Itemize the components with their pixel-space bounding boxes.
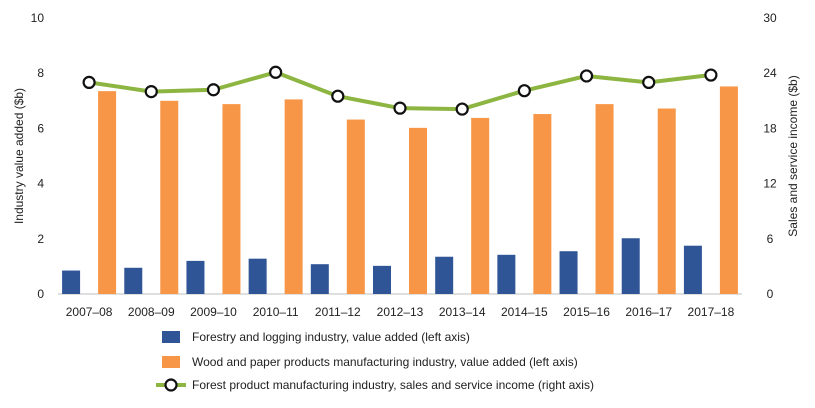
wood-paper-bar (533, 114, 552, 294)
forestry-bar (310, 264, 329, 294)
y-tick-label: 2 (37, 232, 44, 246)
wood-paper-bar (471, 117, 490, 294)
forestry-bar (186, 260, 205, 294)
forestry-bar (124, 267, 143, 294)
y2-tick-label: 24 (763, 66, 777, 80)
legend-swatch-forestry (162, 331, 180, 343)
forestry-bar (497, 254, 516, 294)
y-tick-label: 0 (37, 287, 44, 301)
wood-paper-bar (657, 108, 676, 294)
x-tick-label: 2015–16 (563, 305, 610, 319)
bars-layer (62, 86, 738, 295)
wood-paper-bar (409, 127, 427, 295)
x-tick-label: 2013–14 (439, 305, 486, 319)
sales-income-point (642, 75, 656, 90)
y2-tick-label: 30 (763, 11, 777, 25)
wood-paper-bar (222, 104, 241, 294)
forestry-bar (435, 256, 454, 294)
y-tick-label: 6 (37, 121, 44, 135)
x-tick-label: 2012–13 (377, 305, 424, 319)
sales-income-point (704, 68, 718, 82)
wood-paper-bar (346, 119, 365, 295)
sales-income-point (331, 89, 345, 103)
sales-income-point (206, 83, 221, 97)
wood-paper-bar (98, 91, 117, 294)
line-layer (82, 65, 718, 116)
wood-paper-bar (719, 86, 738, 294)
sales-income-point (269, 65, 283, 79)
sales-income-point (144, 84, 158, 99)
x-tick-label: 2017–18 (688, 305, 735, 319)
y2-tick-label: 18 (763, 121, 777, 135)
sales-income-point (455, 102, 469, 116)
forestry-bar (248, 258, 267, 294)
x-tick-label: 2008–09 (128, 305, 175, 319)
forestry-bar (621, 238, 640, 294)
forestry-bar (373, 265, 391, 294)
y-tick-label: 4 (37, 177, 44, 191)
wood-paper-bar (160, 100, 179, 294)
forestry-bar (683, 245, 702, 294)
x-tick-label: 2010–11 (253, 305, 299, 319)
y2-tick-label: 12 (763, 177, 777, 191)
sales-income-point (393, 101, 407, 115)
x-tick-label: 2016–17 (625, 305, 672, 319)
forestry-bar (559, 251, 578, 294)
legend-label: Forestry and logging industry, value add… (192, 330, 470, 344)
legend-swatch-marker (164, 378, 178, 392)
y2-tick-label: 6 (767, 232, 774, 246)
y-tick-label: 10 (31, 11, 45, 25)
x-tick-label: 2014–15 (501, 305, 548, 319)
y-tick-label: 8 (37, 66, 44, 80)
y2-axis-title: Sales and service income ($b) (786, 75, 800, 236)
wood-paper-bar (595, 104, 614, 294)
sales-income-point (579, 69, 594, 83)
forestry-bar (62, 270, 81, 294)
legend: Forestry and logging industry, value add… (156, 330, 594, 392)
x-tick-label: 2009–10 (190, 305, 237, 319)
legend-swatch-wood-paper (162, 356, 180, 368)
sales-income-point (517, 84, 531, 98)
legend-label: Forest product manufacturing industry, s… (192, 378, 594, 392)
x-tick-label: 2011–12 (315, 305, 361, 319)
x-tick-label: 2007–08 (66, 305, 113, 319)
y-axis-title: Industry value added ($b) (12, 88, 26, 224)
wood-paper-bar (284, 99, 303, 294)
y2-tick-label: 0 (767, 287, 774, 301)
legend-label: Wood and paper products manufacturing in… (192, 355, 578, 369)
sales-income-point (82, 75, 96, 90)
